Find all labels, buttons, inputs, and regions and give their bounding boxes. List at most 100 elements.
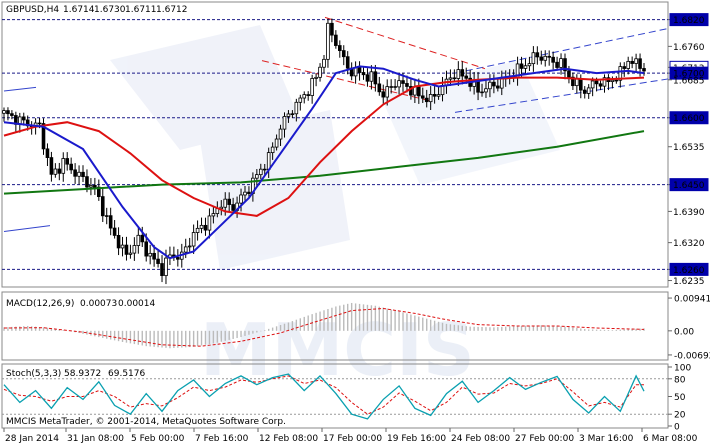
candle-body-44 xyxy=(176,257,180,260)
candle-body-41 xyxy=(164,257,168,276)
candle-body-99 xyxy=(393,86,397,88)
candle-body-79 xyxy=(314,76,318,79)
candle-body-57 xyxy=(227,198,231,205)
candle-body-33 xyxy=(132,245,137,254)
candle-body-158 xyxy=(626,60,630,69)
stoch-tick-label-2: 50 xyxy=(674,393,686,403)
candle-body-117 xyxy=(464,75,469,79)
candle-body-29 xyxy=(116,235,121,249)
candle-body-50 xyxy=(199,224,204,229)
stoch-main-line xyxy=(3,373,645,420)
candle-body-1 xyxy=(6,110,10,115)
candle-body-85 xyxy=(338,45,342,51)
candle-body-132 xyxy=(523,65,528,69)
candle-body-144 xyxy=(571,76,575,87)
price-tick-label-7: 1.6450 xyxy=(673,181,705,191)
price-tag-3 xyxy=(669,66,709,80)
candle-body-90 xyxy=(357,66,362,73)
candle-body-141 xyxy=(559,58,563,68)
candle-body-78 xyxy=(310,78,314,96)
candle-body-48 xyxy=(191,232,196,247)
candle-body-75 xyxy=(298,97,303,103)
candle-body-106 xyxy=(420,95,425,99)
price-tag-0 xyxy=(669,13,709,27)
candle-body-152 xyxy=(602,77,607,87)
macd-panel[interactable]: 0.00941 0.00 -0.00692 MACD(12,26,9) 0.0007… xyxy=(1,291,710,361)
candle-body-84 xyxy=(334,34,338,46)
candle-body-35 xyxy=(140,234,145,243)
watermark-logo xyxy=(110,25,560,270)
candle-body-101 xyxy=(401,80,405,84)
candle-body-32 xyxy=(128,252,133,255)
candle-body-60 xyxy=(239,194,243,204)
candle-body-147 xyxy=(582,89,587,94)
candle-body-125 xyxy=(496,85,500,89)
candle-body-107 xyxy=(424,97,429,103)
candle-body-133 xyxy=(527,63,532,67)
price-tag-10 xyxy=(669,262,709,276)
candle-body-53 xyxy=(211,213,216,217)
candle-body-140 xyxy=(555,61,559,68)
candle-body-108 xyxy=(428,94,433,103)
macd-value-signal: 0.00014 xyxy=(118,299,155,309)
watermark-text: MMCIS xyxy=(200,308,475,392)
candle-body-9 xyxy=(37,122,42,125)
candle-body-62 xyxy=(247,191,251,194)
candle-body-5 xyxy=(21,116,26,121)
ohlc-high: 1.6730 xyxy=(94,5,126,15)
candle-body-149 xyxy=(590,80,595,89)
candle-body-11 xyxy=(45,148,50,158)
candle-body-102 xyxy=(405,83,409,87)
candle-body-155 xyxy=(614,79,619,82)
candle-body-142 xyxy=(563,58,567,72)
candle-body-124 xyxy=(492,81,496,87)
stoch-tick-label-0: 100 xyxy=(674,364,691,374)
candle-body-24 xyxy=(97,186,101,198)
macd-signal-line xyxy=(3,307,645,347)
candle-body-68 xyxy=(270,146,275,154)
channel-lower-line xyxy=(454,78,669,113)
candle-body-94 xyxy=(373,71,378,85)
candle-body-58 xyxy=(231,204,235,211)
channel-red-upper-line xyxy=(324,16,486,70)
candle-body-10 xyxy=(41,123,46,150)
channel-upper-line xyxy=(454,28,669,74)
price-tag-5 xyxy=(669,111,709,125)
candle-body-159 xyxy=(630,60,634,64)
ma-mid-line xyxy=(3,76,645,217)
macd-signal-path xyxy=(3,307,645,347)
candle-body-69 xyxy=(274,138,279,148)
stoch-title: Stoch(5,3,3) xyxy=(6,369,61,379)
candle-body-18 xyxy=(73,169,77,177)
candle-body-77 xyxy=(306,94,310,96)
candle-body-154 xyxy=(610,79,615,83)
stoch-tick-label-4: 0 xyxy=(674,423,680,433)
stoch-lines xyxy=(3,373,645,420)
candle-body-19 xyxy=(77,171,81,177)
time-tick-label-3: 7 Feb 16:00 xyxy=(195,434,249,444)
candle-body-14 xyxy=(57,168,62,174)
candle-body-93 xyxy=(369,71,374,82)
candle-body-115 xyxy=(456,69,461,79)
candle-body-39 xyxy=(156,258,160,264)
candle-body-156 xyxy=(618,66,623,81)
candle-body-148 xyxy=(586,87,591,94)
candle-body-110 xyxy=(436,94,441,97)
candle-body-81 xyxy=(322,58,326,68)
candle-body-26 xyxy=(104,215,109,217)
macd-tick-label-2: -0.00692 xyxy=(674,351,710,361)
candle-body-160 xyxy=(634,58,638,64)
price-panel[interactable]: 1.68201.67601.67131.67001.66851.66001.65… xyxy=(1,1,709,288)
price-header: GBPUSD,H4 1.6714 1.6730 1.6711 1.6712 xyxy=(6,5,188,15)
candle-body-105 xyxy=(417,86,421,97)
candle-body-114 xyxy=(452,77,457,80)
candle-body-100 xyxy=(397,80,401,88)
time-tick-label-1: 31 Jan 08:00 xyxy=(67,434,124,444)
candle-body-16 xyxy=(65,158,70,165)
candle-body-40 xyxy=(160,263,164,276)
candle-body-70 xyxy=(278,128,283,140)
candle-body-2 xyxy=(10,113,14,116)
